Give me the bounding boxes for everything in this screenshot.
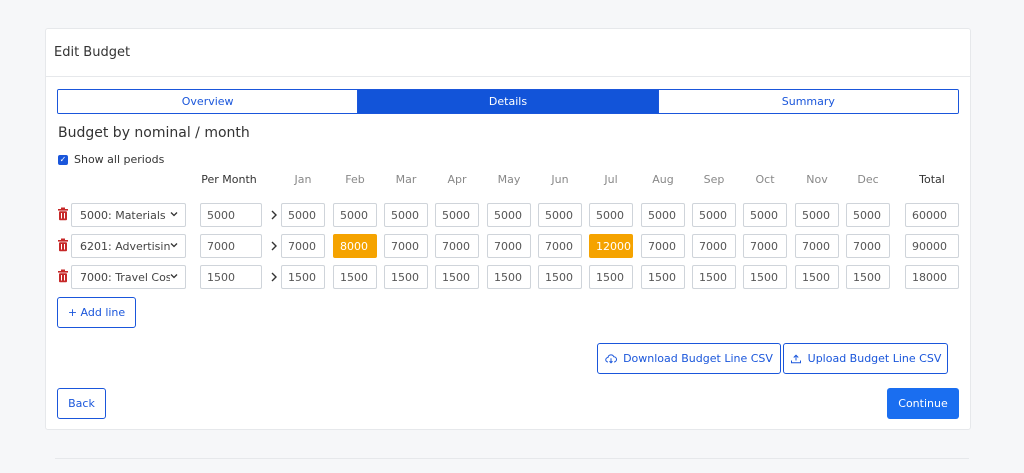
- nominal-select[interactable]: 7000: Travel Costs: [71, 265, 186, 289]
- header-month-jan: Jan: [294, 173, 312, 186]
- chevron-down-icon: [170, 243, 178, 248]
- header-per-month: Per Month: [201, 173, 257, 186]
- month-input-mar[interactable]: 1500: [384, 265, 428, 289]
- nominal-select[interactable]: 5000: Materials: [71, 203, 186, 227]
- apply-arrow-icon[interactable]: [269, 240, 279, 252]
- month-input-dec[interactable]: 7000: [846, 234, 890, 258]
- month-input-feb[interactable]: 1500: [333, 265, 377, 289]
- tab-overview[interactable]: Overview: [58, 90, 359, 113]
- upload-csv-button[interactable]: Upload Budget Line CSV: [783, 343, 948, 374]
- trash-icon[interactable]: [57, 238, 69, 252]
- month-input-sep[interactable]: 1500: [692, 265, 736, 289]
- footer-divider: [55, 458, 969, 459]
- month-input-may[interactable]: 1500: [487, 265, 531, 289]
- download-csv-button[interactable]: Download Budget Line CSV: [597, 343, 781, 374]
- download-csv-label: Download Budget Line CSV: [623, 352, 773, 365]
- per-month-input[interactable]: 1500: [200, 265, 262, 289]
- per-month-input[interactable]: 7000: [200, 234, 262, 258]
- header-month-jun: Jun: [551, 173, 569, 186]
- section-title: Budget by nominal / month: [58, 125, 250, 141]
- header-month-jul: Jul: [604, 173, 618, 186]
- show-all-periods-checkbox[interactable]: ✓: [58, 154, 68, 165]
- trash-icon[interactable]: [57, 207, 69, 221]
- month-input-sep[interactable]: 7000: [692, 234, 736, 258]
- month-input-aug[interactable]: 7000: [641, 234, 685, 258]
- month-input-feb[interactable]: 8000: [333, 234, 377, 258]
- month-input-nov[interactable]: 7000: [795, 234, 839, 258]
- continue-button[interactable]: Continue: [887, 388, 959, 419]
- nominal-select-value: 5000: Materials: [80, 208, 166, 222]
- header-month-oct: Oct: [755, 173, 775, 186]
- header-month-nov: Nov: [806, 173, 828, 186]
- budget-line-row: 7000: Travel Costs 1500 1500 1500 1500 1500 15…: [46, 265, 972, 289]
- month-input-dec[interactable]: 1500: [846, 265, 890, 289]
- month-input-jun[interactable]: 5000: [538, 203, 582, 227]
- month-input-oct[interactable]: 5000: [743, 203, 787, 227]
- total-value: 60000: [905, 203, 959, 227]
- budget-line-row: 5000: Materials 5000 5000 5000 5000 5000 5000 5…: [46, 203, 972, 227]
- trash-icon[interactable]: [57, 269, 69, 283]
- per-month-input[interactable]: 5000: [200, 203, 262, 227]
- month-input-feb[interactable]: 5000: [333, 203, 377, 227]
- show-all-periods[interactable]: ✓ Show all periods: [58, 153, 164, 166]
- cloud-download-icon: [605, 353, 618, 363]
- budget-line-row: 6201: Advertising 7000 7000 8000 7000 7000 700…: [46, 234, 972, 258]
- month-input-jul[interactable]: 1500: [589, 265, 633, 289]
- month-input-jan[interactable]: 1500: [281, 265, 325, 289]
- total-value: 18000: [905, 265, 959, 289]
- tab-summary[interactable]: Summary: [658, 90, 958, 113]
- upload-csv-label: Upload Budget Line CSV: [807, 352, 942, 365]
- month-input-jan[interactable]: 5000: [281, 203, 325, 227]
- header-month-feb: Feb: [345, 173, 365, 186]
- card-header: Edit Budget: [46, 29, 970, 77]
- month-input-jan[interactable]: 7000: [281, 234, 325, 258]
- header-month-apr: Apr: [447, 173, 467, 186]
- month-input-nov[interactable]: 5000: [795, 203, 839, 227]
- chevron-down-icon: [170, 212, 178, 217]
- tab-details[interactable]: Details: [358, 90, 659, 113]
- apply-arrow-icon[interactable]: [269, 271, 279, 283]
- month-input-jul[interactable]: 12000: [589, 234, 633, 258]
- month-input-mar[interactable]: 7000: [384, 234, 428, 258]
- card-title: Edit Budget: [54, 45, 131, 60]
- header-month-aug: Aug: [652, 173, 674, 186]
- month-input-mar[interactable]: 5000: [384, 203, 428, 227]
- edit-budget-card: Edit Budget Overview Details Summary Bud…: [45, 28, 971, 430]
- month-input-oct[interactable]: 7000: [743, 234, 787, 258]
- month-input-aug[interactable]: 5000: [641, 203, 685, 227]
- month-input-oct[interactable]: 1500: [743, 265, 787, 289]
- header-month-sep: Sep: [703, 173, 725, 186]
- header-month-mar: Mar: [395, 173, 417, 186]
- month-input-nov[interactable]: 1500: [795, 265, 839, 289]
- tab-bar: Overview Details Summary: [57, 89, 959, 114]
- header-month-dec: Dec: [857, 173, 879, 186]
- month-input-may[interactable]: 5000: [487, 203, 531, 227]
- nominal-select-value: 6201: Advertising: [80, 239, 170, 253]
- chevron-down-icon: [170, 274, 178, 279]
- month-input-jun[interactable]: 1500: [538, 265, 582, 289]
- upload-icon: [790, 354, 801, 363]
- total-value: 90000: [905, 234, 959, 258]
- month-input-may[interactable]: 7000: [487, 234, 531, 258]
- month-input-sep[interactable]: 5000: [692, 203, 736, 227]
- show-all-periods-label: Show all periods: [74, 153, 165, 166]
- header-month-may: May: [497, 173, 521, 186]
- nominal-select-value: 7000: Travel Costs: [80, 270, 170, 284]
- month-input-apr[interactable]: 1500: [435, 265, 479, 289]
- header-total: Total: [919, 173, 945, 186]
- month-input-dec[interactable]: 5000: [846, 203, 890, 227]
- month-input-jul[interactable]: 5000: [589, 203, 633, 227]
- add-line-button[interactable]: + Add line: [57, 297, 136, 328]
- month-input-jun[interactable]: 7000: [538, 234, 582, 258]
- month-input-aug[interactable]: 1500: [641, 265, 685, 289]
- month-input-apr[interactable]: 7000: [435, 234, 479, 258]
- back-button[interactable]: Back: [57, 388, 106, 419]
- month-input-apr[interactable]: 5000: [435, 203, 479, 227]
- apply-arrow-icon[interactable]: [269, 209, 279, 221]
- nominal-select[interactable]: 6201: Advertising: [71, 234, 186, 258]
